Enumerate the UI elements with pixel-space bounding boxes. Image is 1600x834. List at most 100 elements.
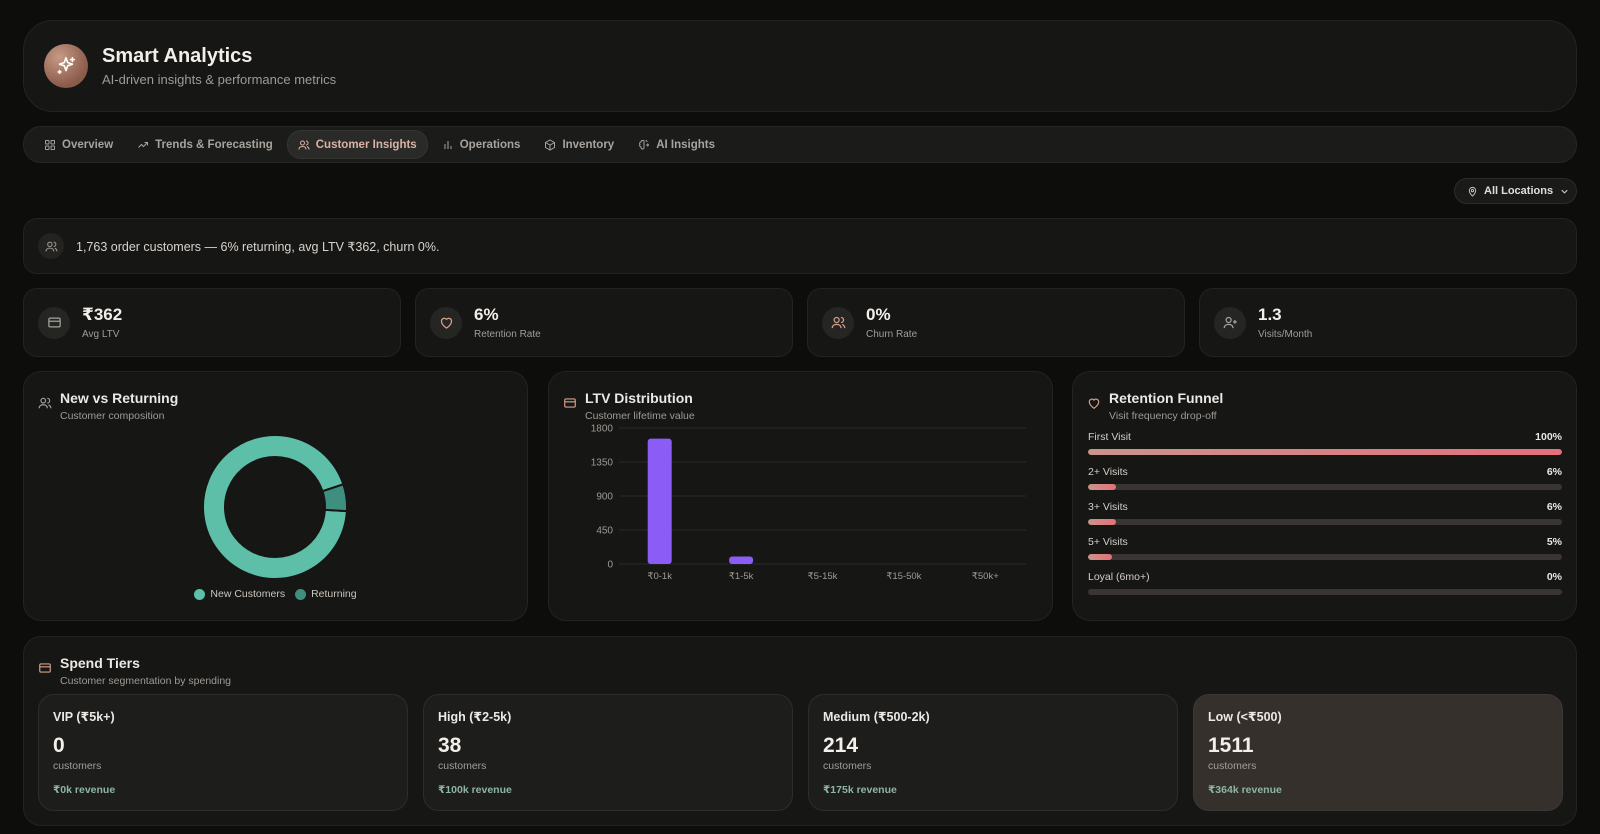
funnel-value: 100%: [1535, 431, 1562, 443]
app-subtitle: AI-driven insights & performance metrics: [102, 72, 337, 87]
ltv-bar-chart: 0 450 900 1350 1800 ₹0-1k ₹1-5k ₹5-15k ₹15-50k ₹5…: [591, 424, 1026, 582]
kpi-value: 0%: [866, 305, 891, 324]
x-tick-label: ₹0-1k: [647, 571, 672, 582]
app-title: Smart Analytics: [102, 45, 253, 67]
tier-card-high[interactable]: High (₹2-5k) 38 customers ₹100k revenue: [423, 694, 793, 811]
tier-card-medium[interactable]: Medium (₹500-2k) 214 customers ₹175k rev…: [808, 694, 1178, 811]
tier-card-vip[interactable]: VIP (₹5k+) 0 customers ₹0k revenue: [38, 694, 408, 811]
card-title: LTV Distribution: [585, 390, 693, 406]
card-icon: [564, 398, 576, 408]
chart-legend: New Customers Returning: [24, 588, 527, 600]
tier-revenue: ₹364k revenue: [1208, 784, 1282, 796]
tier-name: High (₹2-5k): [438, 710, 512, 724]
tab-inventory[interactable]: Inventory: [534, 130, 624, 159]
tab-label: Operations: [459, 138, 521, 151]
funnel-track: [1088, 519, 1562, 525]
funnel-track: [1088, 449, 1562, 455]
kpi-value: ₹362: [82, 305, 123, 324]
donut-slice-new-customers: [202, 434, 348, 580]
donut-slice-returning: [321, 483, 348, 513]
tab-ai-insights[interactable]: AI Insights: [628, 130, 725, 159]
user-plus-icon: [1214, 306, 1246, 339]
funnel-value: 6%: [1546, 501, 1562, 513]
tab-customer-insights[interactable]: Customer Insights: [286, 130, 428, 159]
funnel-row: 2+ Visits 6%: [1088, 466, 1562, 490]
ltv-bar: [647, 438, 672, 564]
card-icon: [38, 306, 70, 339]
trend-up-icon: [138, 141, 149, 148]
tier-revenue: ₹175k revenue: [823, 784, 897, 796]
tier-revenue: ₹100k revenue: [438, 784, 512, 796]
kpi-label: Retention Rate: [474, 329, 541, 340]
chevron-down-icon: [1561, 189, 1568, 194]
funnel-fill: [1088, 519, 1117, 525]
box-icon: [545, 138, 556, 151]
ltv-distribution-card: LTV Distribution Customer lifetime value…: [548, 371, 1053, 621]
funnel-track: [1088, 589, 1562, 595]
funnel-fill: [1088, 484, 1117, 490]
funnel-row: 5+ Visits 5%: [1088, 536, 1562, 560]
tab-trends-forecasting[interactable]: Trends & Forecasting: [127, 130, 283, 159]
tier-count: 38: [438, 734, 462, 757]
tier-count: 1511: [1208, 734, 1254, 757]
tab-bar: Overview Trends & Forecasting Customer I…: [23, 126, 1577, 163]
y-tick-label: 450: [596, 526, 613, 537]
bar-chart-icon: [444, 140, 452, 149]
funnel-fill: [1088, 554, 1112, 560]
map-pin-icon: [1468, 186, 1477, 197]
funnel-label: 5+ Visits: [1088, 536, 1128, 548]
users-icon: [38, 397, 52, 409]
section-title: Spend Tiers: [60, 655, 140, 671]
tier-unit: customers: [438, 760, 487, 772]
legend-swatch: [194, 588, 206, 600]
ltv-bar: [729, 556, 754, 564]
tab-label: Customer Insights: [315, 138, 417, 151]
funnel-value: 6%: [1546, 466, 1562, 478]
funnel-label: Loyal (6mo+): [1088, 571, 1150, 583]
y-tick-label: 900: [596, 492, 613, 503]
tab-label: Trends & Forecasting: [155, 138, 273, 151]
kpi-visits-month: 1.3 Visits/Month: [1199, 288, 1577, 357]
kpi-churn-rate: 0% Churn Rate: [807, 288, 1185, 357]
card-subtitle: Visit frequency drop-off: [1109, 410, 1217, 422]
tier-count: 214: [823, 734, 859, 757]
tier-count: 0: [53, 734, 65, 757]
tab-operations[interactable]: Operations: [432, 130, 531, 159]
funnel-row: Loyal (6mo+) 0%: [1088, 571, 1562, 595]
users-icon: [822, 306, 854, 339]
tier-revenue: ₹0k revenue: [53, 784, 116, 796]
x-tick-label: ₹50k+: [972, 571, 999, 582]
users-icon: [298, 140, 310, 150]
funnel-label: 3+ Visits: [1088, 501, 1128, 513]
tier-unit: customers: [1208, 760, 1257, 772]
new-vs-returning-card: New vs Returning Customer composition Ne…: [23, 371, 528, 621]
tier-unit: customers: [53, 760, 102, 772]
tier-name: Medium (₹500-2k): [823, 710, 930, 724]
kpi-retention-rate: 6% Retention Rate: [415, 288, 793, 357]
donut-chart: [202, 434, 348, 580]
kpi-value: 1.3: [1258, 305, 1282, 324]
tier-card-low[interactable]: Low (<₹500) 1511 customers ₹364k revenue: [1193, 694, 1563, 811]
funnel-fill: [1088, 449, 1562, 455]
funnel-track: [1088, 484, 1562, 490]
summary-text: 1,763 order customers — 6% returning, av…: [76, 239, 440, 254]
sparkle-logo-icon: [44, 44, 88, 88]
location-selector[interactable]: All Locations: [1454, 178, 1577, 204]
card-title: New vs Returning: [60, 390, 179, 406]
app-header: Smart Analytics AI-driven insights & per…: [23, 20, 1577, 112]
tier-unit: customers: [823, 760, 872, 772]
funnel-label: First Visit: [1088, 431, 1131, 443]
heart-icon: [430, 306, 462, 339]
legend-label: Returning: [311, 588, 357, 600]
legend-swatch: [295, 588, 307, 600]
kpi-label: Avg LTV: [82, 329, 120, 340]
summary-banner: 1,763 order customers — 6% returning, av…: [23, 218, 1577, 274]
kpi-value: 6%: [474, 305, 499, 324]
tab-label: Inventory: [562, 138, 615, 151]
spend-tiers-section: Spend Tiers Customer segmentation by spe…: [23, 636, 1577, 826]
y-tick-label: 0: [607, 560, 613, 571]
tab-overview[interactable]: Overview: [34, 130, 123, 159]
card-title: Retention Funnel: [1109, 390, 1224, 406]
tab-label: Overview: [62, 138, 114, 151]
card-subtitle: Customer composition: [60, 410, 165, 422]
